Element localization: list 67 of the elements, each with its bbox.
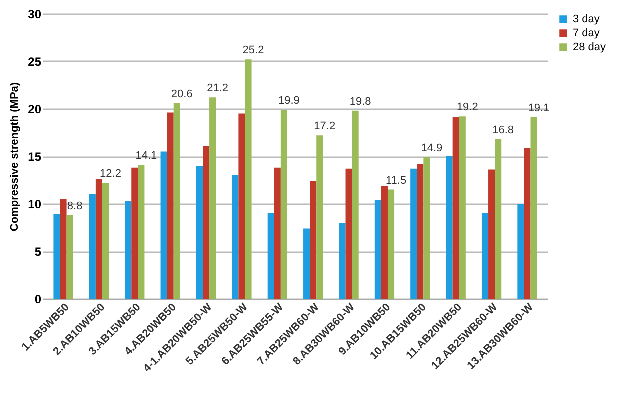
bar xyxy=(196,166,204,299)
bar xyxy=(245,60,252,299)
data-label: 17.2 xyxy=(314,120,336,133)
bar xyxy=(132,168,138,299)
y-tick-label: 10 xyxy=(28,198,42,212)
bar xyxy=(160,152,168,299)
y-axis-title: Compressive strength (MPa) xyxy=(9,82,22,232)
bar xyxy=(125,201,132,299)
data-label: 21.2 xyxy=(207,82,229,95)
y-tick-label: 15 xyxy=(28,150,42,164)
data-label: 19.8 xyxy=(350,96,372,108)
bar xyxy=(388,190,395,299)
bar xyxy=(54,214,60,299)
bar xyxy=(66,215,74,299)
bar xyxy=(210,98,216,299)
bar xyxy=(381,186,388,299)
data-label: 11.5 xyxy=(386,174,407,187)
bar xyxy=(316,136,324,299)
bar xyxy=(459,116,466,299)
bar xyxy=(339,223,346,299)
data-label: 12.2 xyxy=(100,168,122,180)
bar xyxy=(310,181,317,299)
bar xyxy=(518,204,524,299)
bar xyxy=(102,183,110,299)
bar xyxy=(524,148,531,299)
bar xyxy=(452,118,460,299)
bar xyxy=(238,114,246,299)
bar xyxy=(232,176,239,299)
bar xyxy=(424,157,430,299)
bar xyxy=(304,228,310,299)
data-label: 19.2 xyxy=(456,102,478,114)
y-tick-label: 0 xyxy=(34,292,42,306)
y-tick-label: 25 xyxy=(28,55,42,69)
data-label: 19.1 xyxy=(528,102,550,115)
bar xyxy=(203,146,210,299)
y-tick-label: 5 xyxy=(34,245,42,259)
bar xyxy=(346,168,352,299)
bar xyxy=(268,214,274,299)
data-label: 20.6 xyxy=(171,88,193,100)
y-tick-label: 30 xyxy=(28,8,42,22)
data-label: 25.2 xyxy=(242,44,264,57)
bar xyxy=(352,110,359,299)
data-label: 14.9 xyxy=(421,142,443,154)
bar xyxy=(530,118,538,299)
bar xyxy=(60,199,67,299)
data-label: 8.8 xyxy=(67,200,83,212)
bar xyxy=(167,112,174,299)
legend-label: 28 day xyxy=(573,42,607,54)
bar xyxy=(374,200,382,299)
bar xyxy=(417,164,424,299)
y-tick-label: 20 xyxy=(28,102,42,116)
bar xyxy=(89,194,96,299)
bar xyxy=(446,156,453,299)
bar xyxy=(174,103,180,299)
data-label: 14.1 xyxy=(136,150,158,162)
bar xyxy=(280,110,288,299)
legend-label: 7 day xyxy=(573,28,600,40)
data-label: 16.8 xyxy=(492,124,514,136)
bar xyxy=(274,168,281,299)
bar xyxy=(482,214,489,299)
bar xyxy=(488,170,496,299)
bar xyxy=(138,165,145,299)
data-label: 19.9 xyxy=(278,94,300,107)
bar xyxy=(410,168,418,299)
bar xyxy=(96,179,102,299)
legend-label: 3 day xyxy=(573,14,600,26)
bar xyxy=(495,139,502,299)
